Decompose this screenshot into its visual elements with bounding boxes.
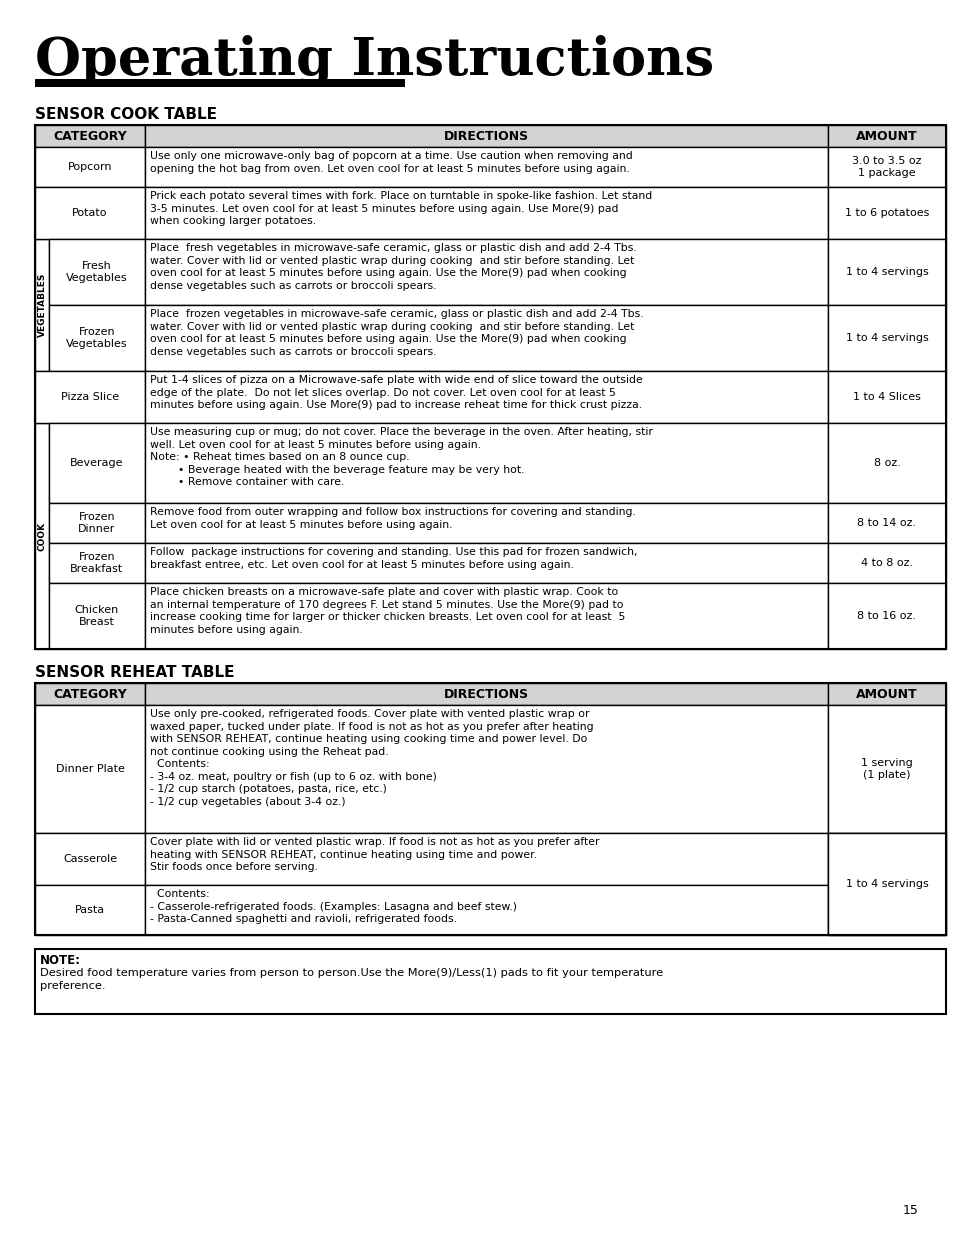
- Bar: [827, 305, 945, 370]
- Text: 1 to 4 servings: 1 to 4 servings: [844, 267, 927, 277]
- Bar: [145, 240, 827, 305]
- Bar: [49, 583, 145, 650]
- Text: Contents:
- Casserole-refrigerated foods. (Examples: Lasagna and beef stew.)
- P: Contents: - Casserole-refrigerated foods…: [150, 889, 517, 924]
- Bar: [49, 543, 145, 583]
- Bar: [35, 948, 945, 1014]
- Bar: [827, 503, 945, 543]
- Text: 1 to 4 servings: 1 to 4 servings: [844, 879, 927, 889]
- Text: AMOUNT: AMOUNT: [855, 688, 917, 700]
- Text: 8 to 16 oz.: 8 to 16 oz.: [857, 611, 916, 621]
- Text: Potato: Potato: [72, 207, 108, 219]
- Text: Pizza Slice: Pizza Slice: [61, 391, 119, 403]
- Text: Popcorn: Popcorn: [68, 162, 112, 172]
- Text: NOTE:: NOTE:: [40, 953, 81, 967]
- Text: Frozen
Dinner: Frozen Dinner: [78, 511, 115, 535]
- Bar: [827, 186, 945, 240]
- Bar: [145, 186, 827, 240]
- Bar: [35, 424, 49, 650]
- Text: 8 to 14 oz.: 8 to 14 oz.: [857, 517, 916, 529]
- Bar: [35, 147, 145, 186]
- Text: Use measuring cup or mug; do not cover. Place the beverage in the oven. After he: Use measuring cup or mug; do not cover. …: [150, 427, 652, 488]
- Bar: [145, 305, 827, 370]
- Text: Desired food temperature varies from person to person.Use the More(9)/Less(1) pa: Desired food temperature varies from per…: [40, 968, 662, 992]
- Bar: [145, 885, 827, 935]
- Text: 3.0 to 3.5 oz
1 package: 3.0 to 3.5 oz 1 package: [851, 156, 921, 178]
- Text: 15: 15: [902, 1204, 918, 1216]
- Text: Chicken
Breast: Chicken Breast: [74, 605, 119, 627]
- Bar: [35, 125, 145, 147]
- Bar: [49, 503, 145, 543]
- Bar: [35, 240, 49, 370]
- Text: Cover plate with lid or vented plastic wrap. If food is not as hot as you prefer: Cover plate with lid or vented plastic w…: [150, 837, 598, 872]
- Text: CATEGORY: CATEGORY: [53, 130, 127, 142]
- Text: DIRECTIONS: DIRECTIONS: [443, 688, 529, 700]
- Text: Fresh
Vegetables: Fresh Vegetables: [66, 261, 128, 283]
- Bar: [145, 370, 827, 424]
- Bar: [827, 125, 945, 147]
- Text: Place chicken breasts on a microwave-safe plate and cover with plastic wrap. Coo: Place chicken breasts on a microwave-saf…: [150, 587, 625, 635]
- Bar: [827, 370, 945, 424]
- Text: 1 to 4 Slices: 1 to 4 Slices: [852, 391, 920, 403]
- Text: DIRECTIONS: DIRECTIONS: [443, 130, 529, 142]
- Text: Use only pre-cooked, refrigerated foods. Cover plate with vented plastic wrap or: Use only pre-cooked, refrigerated foods.…: [150, 709, 593, 806]
- Bar: [827, 705, 945, 832]
- Text: Beverage: Beverage: [71, 458, 124, 468]
- Bar: [35, 832, 145, 885]
- Bar: [35, 885, 145, 935]
- Bar: [49, 424, 145, 503]
- Text: Dinner Plate: Dinner Plate: [55, 764, 124, 774]
- Text: 4 to 8 oz.: 4 to 8 oz.: [860, 558, 912, 568]
- Bar: [35, 125, 945, 650]
- Bar: [35, 79, 405, 86]
- Text: Pasta: Pasta: [75, 905, 105, 915]
- Text: 8 oz.: 8 oz.: [873, 458, 900, 468]
- Text: CATEGORY: CATEGORY: [53, 688, 127, 700]
- Bar: [35, 683, 945, 935]
- Bar: [145, 503, 827, 543]
- Text: Frozen
Vegetables: Frozen Vegetables: [66, 327, 128, 350]
- Bar: [35, 683, 145, 705]
- Bar: [35, 705, 145, 832]
- Text: Prick each potato several times with fork. Place on turntable in spoke-like fash: Prick each potato several times with for…: [150, 191, 652, 226]
- Bar: [827, 885, 945, 935]
- Bar: [35, 186, 145, 240]
- Text: Use only one microwave-only bag of popcorn at a time. Use caution when removing : Use only one microwave-only bag of popco…: [150, 151, 632, 174]
- Bar: [145, 583, 827, 650]
- Bar: [827, 240, 945, 305]
- Text: 1 to 4 servings: 1 to 4 servings: [844, 333, 927, 343]
- Bar: [145, 147, 827, 186]
- Text: Follow  package instructions for covering and standing. Use this pad for frozen : Follow package instructions for covering…: [150, 547, 637, 569]
- Text: Place  fresh vegetables in microwave-safe ceramic, glass or plastic dish and add: Place fresh vegetables in microwave-safe…: [150, 243, 636, 290]
- Text: 1 serving
(1 plate): 1 serving (1 plate): [861, 758, 912, 781]
- Bar: [145, 424, 827, 503]
- Text: SENSOR COOK TABLE: SENSOR COOK TABLE: [35, 107, 216, 122]
- Bar: [35, 370, 145, 424]
- Bar: [145, 705, 827, 832]
- Text: 1 to 6 potatoes: 1 to 6 potatoes: [844, 207, 928, 219]
- Text: VEGETABLES: VEGETABLES: [37, 273, 47, 337]
- Bar: [49, 305, 145, 370]
- Bar: [827, 543, 945, 583]
- Text: Remove food from outer wrapping and follow box instructions for covering and sta: Remove food from outer wrapping and foll…: [150, 508, 636, 530]
- Bar: [827, 832, 945, 935]
- Bar: [145, 683, 827, 705]
- Bar: [145, 832, 827, 885]
- Bar: [145, 543, 827, 583]
- Text: Operating Instructions: Operating Instructions: [35, 35, 714, 86]
- Bar: [145, 125, 827, 147]
- Bar: [827, 683, 945, 705]
- Bar: [49, 240, 145, 305]
- Text: COOK: COOK: [37, 521, 47, 551]
- Text: SENSOR REHEAT TABLE: SENSOR REHEAT TABLE: [35, 664, 234, 680]
- Text: Put 1-4 slices of pizza on a Microwave-safe plate with wide end of slice toward : Put 1-4 slices of pizza on a Microwave-s…: [150, 375, 642, 410]
- Bar: [827, 832, 945, 885]
- Text: Casserole: Casserole: [63, 853, 117, 864]
- Bar: [827, 583, 945, 650]
- Bar: [827, 424, 945, 503]
- Bar: [827, 147, 945, 186]
- Text: AMOUNT: AMOUNT: [855, 130, 917, 142]
- Text: Frozen
Breakfast: Frozen Breakfast: [71, 552, 124, 574]
- Text: Place  frozen vegetables in microwave-safe ceramic, glass or plastic dish and ad: Place frozen vegetables in microwave-saf…: [150, 309, 643, 357]
